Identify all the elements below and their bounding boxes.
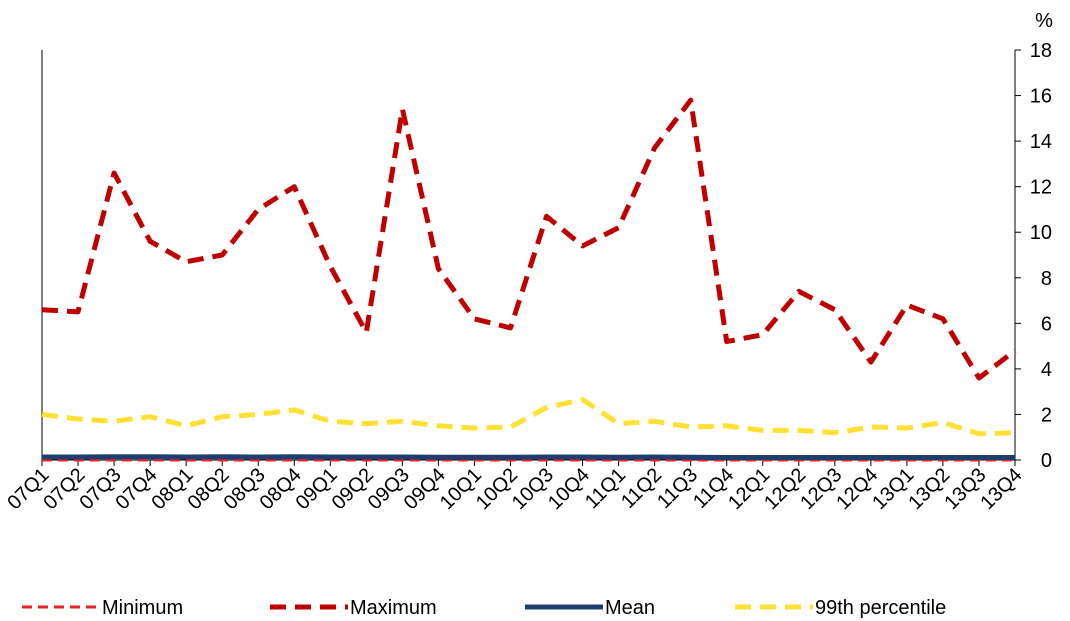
y-tick-label: 4 bbox=[1041, 359, 1052, 381]
y-tick-label: 16 bbox=[1030, 86, 1052, 108]
x-tick-label: 08Q1 bbox=[148, 464, 198, 514]
legend-label: 99th percentile bbox=[815, 597, 946, 619]
legend-item-maximum: Maximum bbox=[270, 597, 437, 619]
x-tick-label: 08Q2 bbox=[184, 464, 234, 514]
legend: Minimum Maximum Mean 99th percentile bbox=[22, 597, 946, 619]
x-axis: 07Q107Q207Q307Q408Q108Q208Q308Q409Q109Q2… bbox=[3, 50, 1027, 514]
x-tick-label: 10Q3 bbox=[508, 464, 558, 514]
y-tick-label: 10 bbox=[1030, 222, 1052, 244]
y-tick-label: 8 bbox=[1041, 268, 1052, 290]
x-tick-label: 11Q2 bbox=[617, 464, 666, 513]
legend-label: Minimum bbox=[102, 597, 183, 619]
legend-item-mean: Mean bbox=[525, 597, 655, 619]
x-tick-label: 07Q1 bbox=[3, 464, 53, 514]
x-tick-label: 09Q3 bbox=[364, 464, 414, 514]
x-tick-label: 12Q4 bbox=[832, 464, 882, 514]
x-tick-label: 13Q2 bbox=[904, 464, 954, 514]
y-tick-label: 18 bbox=[1030, 40, 1052, 62]
series-layer bbox=[41, 97, 1017, 462]
series-line-maximum bbox=[41, 97, 1017, 381]
x-tick-label: 09Q4 bbox=[400, 464, 450, 514]
x-tick-label: 11Q3 bbox=[653, 464, 702, 513]
legend-item-minimum: Minimum bbox=[22, 597, 183, 619]
y-tick-label: 12 bbox=[1030, 177, 1052, 199]
x-tick-label: 13Q3 bbox=[940, 464, 990, 514]
legend-item-99th-percentile: 99th percentile bbox=[735, 597, 946, 619]
x-tick-label: 07Q4 bbox=[111, 464, 161, 514]
x-tick-label: 08Q4 bbox=[256, 464, 306, 514]
x-tick-label: 10Q4 bbox=[544, 464, 594, 514]
y-axis: 0 2 4 6 8 10 12 14 16 18 bbox=[1014, 40, 1052, 472]
x-tick-label: 07Q3 bbox=[75, 464, 125, 514]
x-tick-label: 10Q1 bbox=[436, 464, 486, 514]
x-tick-label: 12Q3 bbox=[796, 464, 846, 514]
x-tick-label: 11Q1 bbox=[581, 464, 630, 513]
y-axis-unit: % bbox=[1035, 10, 1053, 32]
x-tick-label: 08Q3 bbox=[220, 464, 270, 514]
series-line-99th-percentile bbox=[41, 397, 1016, 437]
x-tick-label: 07Q2 bbox=[39, 464, 89, 514]
x-tick-label: 09Q2 bbox=[328, 464, 378, 514]
x-tick-label: 09Q1 bbox=[292, 464, 342, 514]
x-tick-label: 10Q2 bbox=[472, 464, 522, 514]
y-tick-label: 0 bbox=[1041, 450, 1052, 472]
legend-label: Maximum bbox=[350, 597, 437, 619]
legend-label: Mean bbox=[605, 597, 655, 619]
x-tick-label: 12Q2 bbox=[760, 464, 810, 514]
x-tick-label: 12Q1 bbox=[724, 464, 774, 514]
series-line-mean bbox=[42, 454, 1015, 460]
y-tick-label: 6 bbox=[1041, 313, 1052, 335]
y-tick-label: 14 bbox=[1030, 131, 1052, 153]
y-tick-label: 2 bbox=[1041, 404, 1052, 426]
x-tick-label: 13Q1 bbox=[868, 464, 918, 514]
x-tick-label: 13Q4 bbox=[976, 464, 1026, 514]
